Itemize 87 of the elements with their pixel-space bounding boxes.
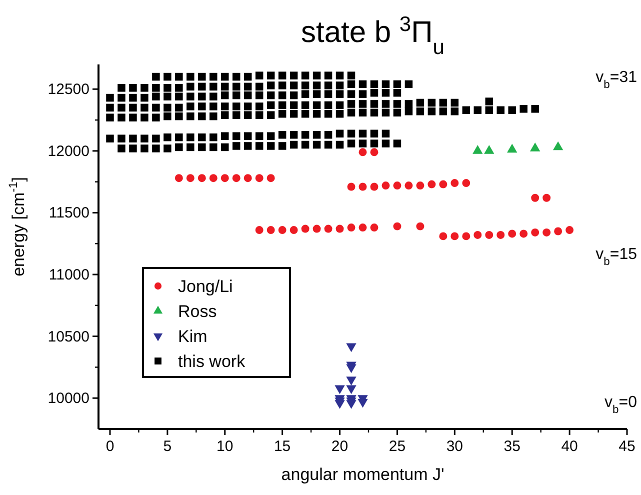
point: [346, 385, 356, 394]
point: [346, 364, 356, 374]
x-tick-label: 20: [331, 438, 348, 455]
x-tick-label: 40: [561, 438, 578, 455]
point: [552, 141, 564, 150]
x-tick-label: 5: [163, 438, 172, 455]
point: [485, 230, 494, 239]
point: [416, 222, 424, 230]
point: [301, 224, 310, 233]
point: [428, 180, 436, 188]
point: [393, 222, 402, 230]
point: [346, 376, 356, 386]
point: [531, 194, 540, 202]
point: [336, 224, 344, 233]
legend-label: Ross: [178, 302, 217, 321]
point: [347, 224, 356, 232]
annotation: v$_{b}$=31: [596, 69, 638, 91]
y-tick-label: 11500: [48, 204, 90, 222]
point: [347, 182, 356, 191]
y-tick-label: 12000: [48, 142, 90, 160]
point: [484, 145, 494, 154]
point: [209, 174, 218, 182]
point: [358, 182, 367, 191]
chart-title: state b $^{3}$Π$_{u}$: [301, 12, 444, 58]
point: [566, 226, 574, 234]
point: [255, 174, 264, 182]
point: [370, 148, 378, 156]
point: [439, 180, 448, 188]
point: [324, 224, 332, 233]
point: [462, 179, 470, 188]
annotation: v$_{b}$=0: [604, 394, 638, 416]
legend-label: Kim: [178, 327, 208, 346]
point: [266, 174, 275, 182]
point: [232, 174, 240, 182]
x-tick-label: 30: [446, 438, 464, 455]
annotation: v$_{b}$=15: [596, 246, 638, 268]
point: [531, 228, 540, 236]
point: [346, 400, 356, 409]
point: [393, 182, 402, 190]
point: [358, 148, 367, 156]
point: [439, 232, 448, 240]
x-tick-label: 35: [504, 438, 520, 455]
point: [370, 182, 378, 191]
point: [174, 174, 183, 182]
point: [462, 232, 470, 240]
point: [496, 230, 505, 239]
legend-label: this work: [178, 352, 246, 371]
point: [358, 224, 367, 232]
legend-label: Jong/Li: [178, 277, 233, 296]
point: [290, 226, 298, 234]
point: [530, 142, 540, 152]
point: [507, 144, 518, 153]
x-tick-label: 0: [106, 438, 114, 455]
point: [508, 230, 516, 238]
point: [220, 174, 229, 182]
point: [416, 182, 424, 190]
x-tick-label: 10: [216, 438, 234, 455]
point: [472, 145, 483, 154]
point: [278, 226, 286, 234]
y-tick-label: 11000: [48, 266, 90, 284]
y-tick-label: 10000: [48, 390, 90, 408]
point: [404, 182, 413, 190]
point: [358, 398, 368, 408]
x-tick-label: 15: [274, 438, 291, 455]
point: [474, 230, 482, 239]
x-tick-label: 45: [618, 438, 636, 455]
x-tick-label: 25: [388, 438, 406, 455]
point: [186, 174, 194, 182]
point: [346, 343, 356, 352]
point: [198, 174, 206, 182]
point: [255, 226, 264, 234]
point: [542, 194, 551, 202]
point: [450, 232, 459, 240]
point: [542, 228, 551, 236]
point: [370, 224, 378, 232]
point: [334, 385, 345, 394]
y-tick-label: 10500: [48, 328, 90, 346]
point: [266, 226, 275, 234]
point: [554, 227, 562, 236]
point: [382, 182, 390, 190]
point: [244, 174, 252, 182]
x-axis-title: angular momentum J': [281, 465, 444, 484]
point: [334, 400, 345, 409]
point: [520, 230, 528, 238]
y-tick-label: 12500: [48, 81, 90, 98]
point: [312, 224, 321, 233]
point: [450, 179, 459, 188]
